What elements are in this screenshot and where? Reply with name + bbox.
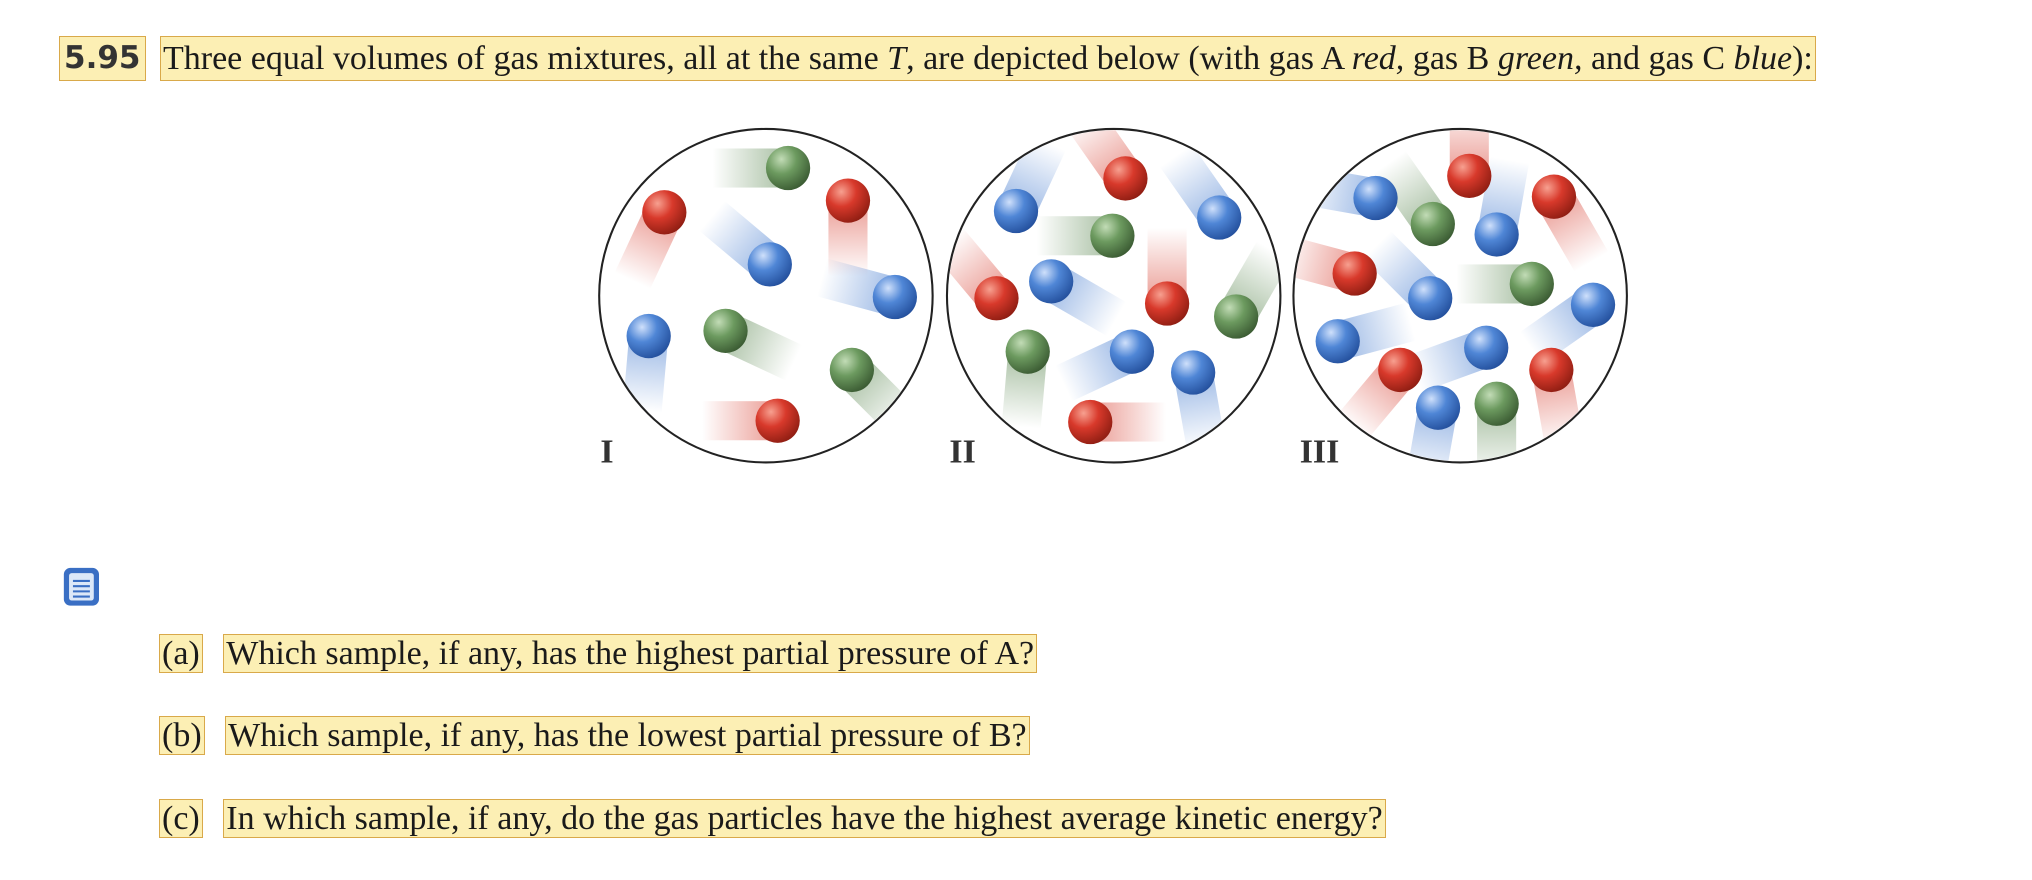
- particle: [1103, 156, 1148, 201]
- question: (c) In which sample, if any, do the gas …: [159, 799, 1386, 839]
- question-text: Which sample, if any, has the lowest par…: [225, 716, 1030, 755]
- question-text: Which sample, if any, has the highest pa…: [223, 634, 1038, 673]
- text: , are depicted below (with gas A: [906, 40, 1352, 77]
- particle: [1464, 325, 1509, 370]
- particle: [1415, 385, 1461, 430]
- container: [945, 127, 1282, 464]
- sample: [614, 145, 920, 443]
- problem-number: 5.95: [59, 36, 146, 81]
- particle: [1410, 201, 1455, 247]
- sample: [948, 130, 1280, 451]
- sample-label: III: [1300, 433, 1340, 470]
- question-label: (b): [159, 716, 205, 755]
- text: Three equal volumes of gas mixtures, all…: [163, 40, 888, 77]
- particle: [1109, 329, 1155, 374]
- text: T: [887, 40, 907, 77]
- container: [1292, 127, 1628, 464]
- particle: [872, 274, 918, 320]
- particle: [626, 313, 671, 359]
- particle: [755, 398, 800, 443]
- particle: [993, 188, 1039, 234]
- particle: [747, 242, 792, 287]
- particle: [829, 347, 875, 393]
- particle: [1353, 175, 1398, 221]
- question-label: (c): [159, 799, 203, 838]
- particle: [1408, 276, 1453, 321]
- text: red,: [1351, 40, 1405, 77]
- particle: [642, 190, 687, 235]
- container: [598, 127, 934, 464]
- particle: [1029, 259, 1074, 304]
- sample-label: II: [949, 433, 975, 470]
- particle: [1378, 347, 1423, 393]
- question-text: In which sample, if any, do the gas part…: [223, 799, 1386, 838]
- particle: [1529, 347, 1574, 393]
- problem-text: Three equal volumes of gas mixtures, all…: [160, 36, 1816, 81]
- particle: [1509, 261, 1554, 307]
- particle: [1474, 381, 1519, 426]
- particle: [1531, 174, 1577, 219]
- text: and gas C: [1582, 40, 1734, 77]
- particle: [1332, 251, 1377, 296]
- question: (a) Which sample, if any, has the highes…: [159, 634, 1038, 674]
- text: ):: [1792, 40, 1813, 77]
- particle: [974, 276, 1019, 321]
- particle: [1005, 329, 1050, 374]
- particle: [1447, 153, 1492, 198]
- particle: [765, 145, 811, 191]
- sample: [1294, 130, 1616, 462]
- text: green,: [1497, 40, 1583, 77]
- particle: [1213, 294, 1259, 339]
- question: (b) Which sample, if any, has the lowest…: [159, 716, 1030, 756]
- particle: [1171, 350, 1216, 395]
- particle: [1068, 399, 1113, 445]
- particle: [703, 308, 748, 353]
- particles: [614, 130, 1616, 462]
- particle: [825, 178, 871, 223]
- notes-icon[interactable]: [63, 567, 100, 606]
- question-label: (a): [159, 634, 203, 673]
- particle: [1197, 195, 1242, 240]
- text: blue: [1733, 40, 1793, 77]
- particle: [1315, 319, 1360, 364]
- sample-label: I: [600, 433, 613, 470]
- particle: [1570, 282, 1616, 327]
- particle: [1474, 212, 1519, 257]
- text: gas B: [1404, 40, 1498, 77]
- particle: [1144, 281, 1190, 326]
- particle: [1090, 213, 1135, 258]
